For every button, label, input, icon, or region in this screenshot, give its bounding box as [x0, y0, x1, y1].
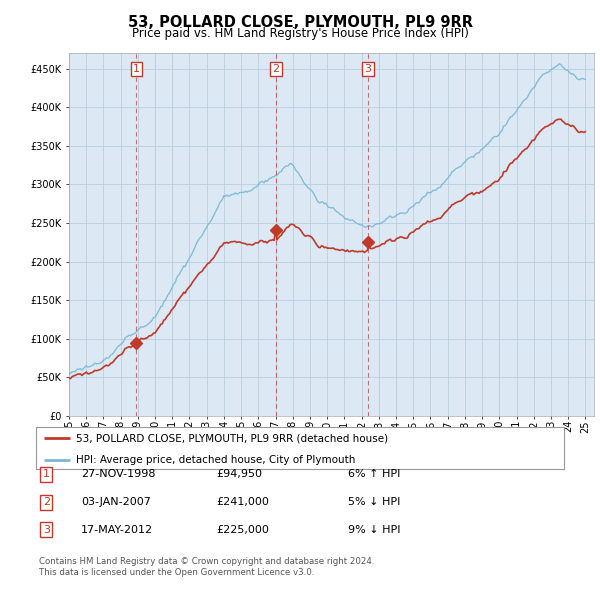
- Text: £94,950: £94,950: [216, 470, 262, 479]
- Text: This data is licensed under the Open Government Licence v3.0.: This data is licensed under the Open Gov…: [39, 568, 314, 577]
- Text: £241,000: £241,000: [216, 497, 269, 507]
- Text: 6% ↑ HPI: 6% ↑ HPI: [348, 470, 400, 479]
- Text: 3: 3: [365, 64, 371, 74]
- Text: 9% ↓ HPI: 9% ↓ HPI: [348, 525, 401, 535]
- Text: HPI: Average price, detached house, City of Plymouth: HPI: Average price, detached house, City…: [76, 455, 355, 465]
- Text: £225,000: £225,000: [216, 525, 269, 535]
- Text: 2: 2: [272, 64, 279, 74]
- Text: Price paid vs. HM Land Registry's House Price Index (HPI): Price paid vs. HM Land Registry's House …: [131, 27, 469, 40]
- Text: 27-NOV-1998: 27-NOV-1998: [81, 470, 155, 479]
- Text: 53, POLLARD CLOSE, PLYMOUTH, PL9 9RR: 53, POLLARD CLOSE, PLYMOUTH, PL9 9RR: [128, 15, 473, 30]
- Text: 5% ↓ HPI: 5% ↓ HPI: [348, 497, 400, 507]
- Text: 3: 3: [43, 525, 50, 535]
- Text: 53, POLLARD CLOSE, PLYMOUTH, PL9 9RR (detached house): 53, POLLARD CLOSE, PLYMOUTH, PL9 9RR (de…: [76, 433, 388, 443]
- Text: 1: 1: [133, 64, 140, 74]
- Text: Contains HM Land Registry data © Crown copyright and database right 2024.: Contains HM Land Registry data © Crown c…: [39, 558, 374, 566]
- Text: 2: 2: [43, 497, 50, 507]
- Text: 1: 1: [43, 470, 50, 479]
- Text: 03-JAN-2007: 03-JAN-2007: [81, 497, 151, 507]
- Text: 17-MAY-2012: 17-MAY-2012: [81, 525, 153, 535]
